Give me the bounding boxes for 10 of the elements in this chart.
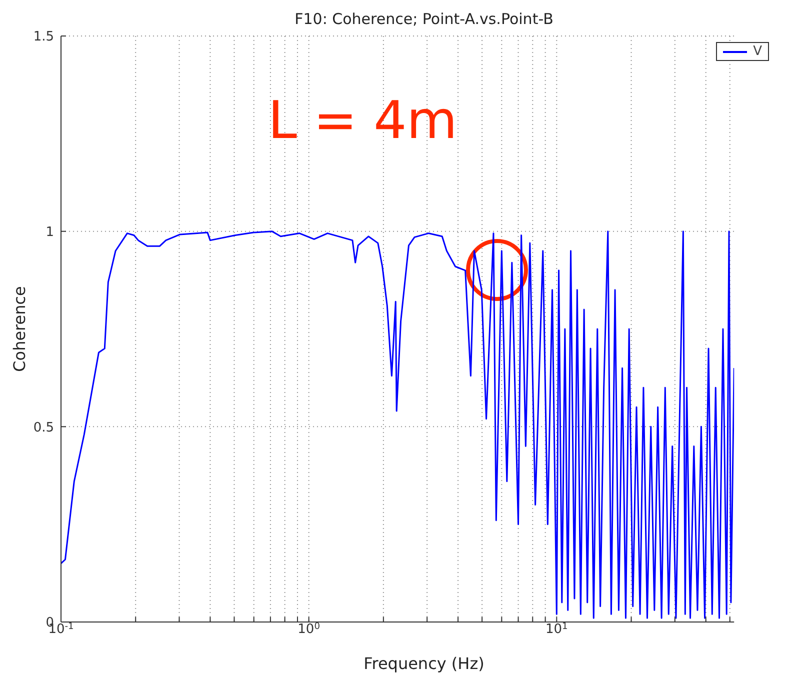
- y-tick-label: 1: [46, 224, 54, 240]
- y-tick-label: 1.5: [33, 30, 54, 45]
- x-tick-label: 10$^{0}$: [298, 622, 320, 637]
- x-tick-label: 10$^{1}$: [545, 622, 568, 637]
- legend-label: V: [753, 44, 762, 59]
- y-axis-title: Coherence: [10, 286, 29, 372]
- x-axis-title: Frequency (Hz): [364, 654, 484, 673]
- chart-title: F10: Coherence; Point-A.vs.Point-B: [294, 10, 554, 28]
- y-tick-label: 0.5: [33, 420, 54, 436]
- annotation: L = 4m: [268, 91, 458, 151]
